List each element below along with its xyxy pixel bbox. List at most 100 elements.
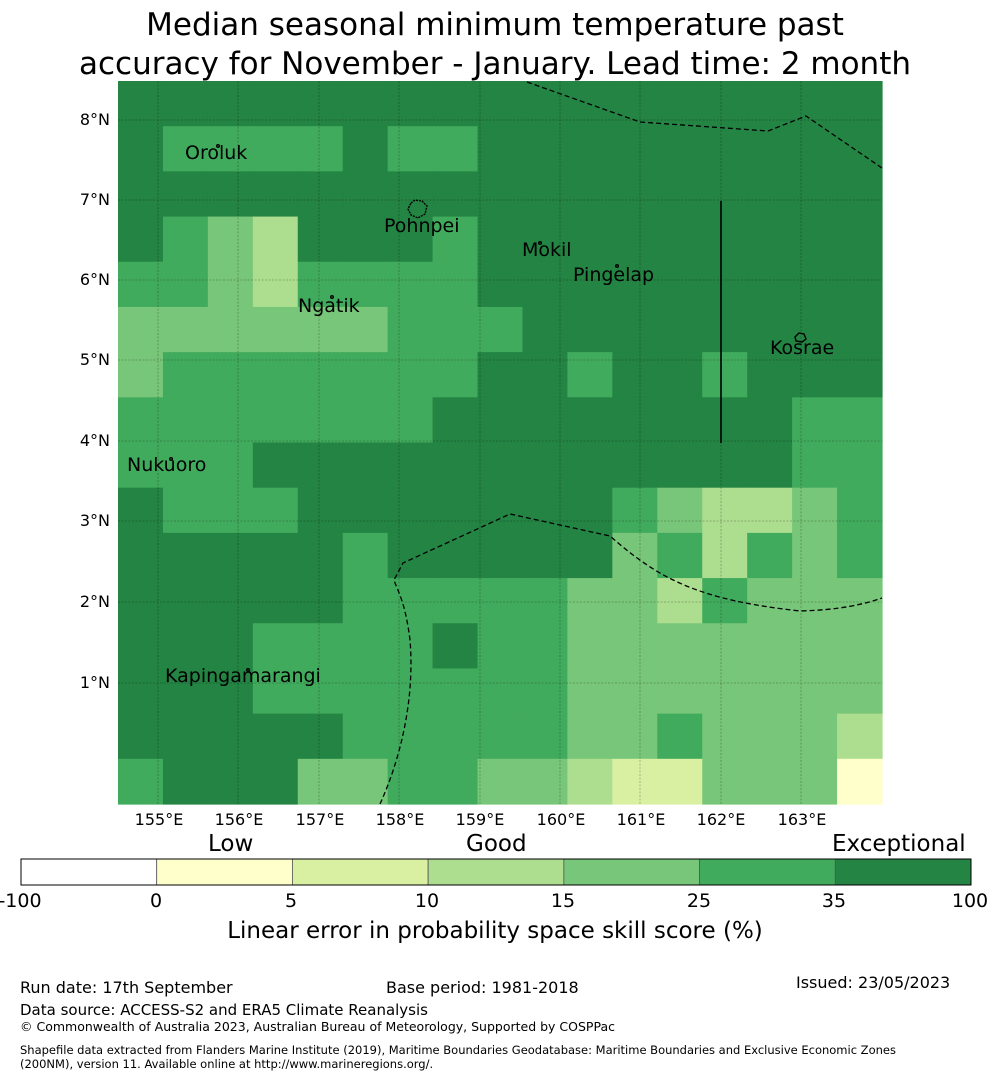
lat-label-7n: 7°N bbox=[79, 190, 110, 209]
grid-cell bbox=[432, 758, 479, 805]
grid-cell bbox=[297, 81, 344, 127]
grid-cell bbox=[837, 578, 883, 624]
grid-cell bbox=[252, 713, 299, 760]
grid-cell bbox=[792, 668, 838, 715]
place-label-ngatik: Ngatik bbox=[298, 295, 360, 317]
legend-category-good: Good bbox=[466, 831, 527, 857]
colorbar-segment bbox=[699, 858, 836, 886]
grid-cell bbox=[477, 623, 524, 670]
grid-cell bbox=[792, 532, 838, 579]
grid-cell bbox=[657, 126, 703, 172]
grid-cell bbox=[747, 397, 793, 444]
grid-cell bbox=[432, 532, 479, 579]
grid-cell bbox=[297, 487, 344, 534]
grid-cell bbox=[297, 578, 344, 624]
grid-cell bbox=[252, 442, 299, 489]
grid-cell bbox=[702, 81, 748, 127]
grid-cell bbox=[792, 758, 838, 805]
grid-cell bbox=[657, 306, 703, 353]
grid-cell bbox=[252, 261, 299, 308]
grid-cell bbox=[522, 352, 569, 398]
grid-cell bbox=[162, 126, 209, 172]
lon-label-158e: 158°E bbox=[375, 810, 425, 829]
grid-cell bbox=[207, 216, 254, 263]
grid-cell bbox=[792, 397, 838, 444]
grid-cell bbox=[387, 397, 434, 444]
grid-cell bbox=[837, 668, 883, 715]
base-period: Base period: 1981-2018 bbox=[386, 978, 579, 997]
grid-cell bbox=[207, 171, 254, 218]
grid-cell bbox=[162, 306, 209, 353]
grid-cell bbox=[612, 442, 658, 489]
colorbar-tick-label: -100 bbox=[0, 890, 42, 912]
grid-cell bbox=[657, 623, 703, 670]
grid-cell bbox=[252, 216, 299, 263]
grid-cell bbox=[612, 713, 658, 760]
legend-category-low: Low bbox=[208, 831, 254, 857]
grid-cell bbox=[747, 623, 793, 670]
grid-cell bbox=[207, 442, 254, 489]
grid-cell bbox=[702, 623, 748, 670]
grid-cell bbox=[342, 126, 389, 172]
grid-cell bbox=[297, 668, 344, 715]
grid-cell bbox=[118, 487, 164, 534]
kapingamarangi-island-icon bbox=[245, 668, 250, 673]
grid-cell bbox=[432, 442, 479, 489]
grid-cell bbox=[342, 216, 389, 263]
grid-cell bbox=[432, 81, 479, 127]
colorbar-tick-label: 5 bbox=[284, 890, 298, 912]
grid-cell bbox=[432, 578, 479, 624]
grid-cell bbox=[567, 126, 613, 172]
grid-cell bbox=[477, 397, 524, 444]
graticule bbox=[118, 81, 882, 804]
place-label-kapingamarangi: Kapingamarangi bbox=[165, 665, 321, 687]
grid-cell bbox=[837, 442, 883, 489]
grid-cell bbox=[792, 487, 838, 534]
grid-cell bbox=[522, 532, 569, 579]
grid-cell bbox=[162, 668, 209, 715]
grid-cell bbox=[432, 487, 479, 534]
grid-cell bbox=[657, 81, 703, 127]
grid-cell bbox=[342, 623, 389, 670]
grid-cell bbox=[207, 758, 254, 805]
grid-cell bbox=[612, 126, 658, 172]
grid-cell bbox=[477, 442, 524, 489]
grid-cell bbox=[252, 397, 299, 444]
grid-cell bbox=[522, 397, 569, 444]
issued-date: Issued: 23/05/2023 bbox=[796, 973, 951, 992]
grid-cell bbox=[342, 352, 389, 398]
grid-cell bbox=[567, 487, 613, 534]
grid-cell bbox=[702, 216, 748, 263]
grid-cell bbox=[837, 532, 883, 579]
grid-cell bbox=[207, 306, 254, 353]
grid-cell bbox=[477, 487, 524, 534]
grid-cell bbox=[252, 306, 299, 353]
grid-cell bbox=[387, 261, 434, 308]
grid-cell bbox=[702, 532, 748, 579]
grid-cell bbox=[522, 623, 569, 670]
grid-cell bbox=[522, 126, 569, 172]
grid-cell bbox=[792, 126, 838, 172]
grid-cell bbox=[477, 81, 524, 127]
lon-label-155e: 155°E bbox=[134, 810, 184, 829]
copyright-notice: © Commonwealth of Australia 2023, Austra… bbox=[20, 1019, 615, 1034]
grid-cell bbox=[837, 713, 883, 760]
grid-cell bbox=[567, 171, 613, 218]
grid-cell bbox=[207, 81, 254, 127]
grid-cell bbox=[747, 171, 793, 218]
grid-cell bbox=[792, 442, 838, 489]
colorbar-segment bbox=[292, 858, 429, 886]
grid-cell bbox=[522, 578, 569, 624]
grid-cell bbox=[657, 713, 703, 760]
place-label-oroluk: Oroluk bbox=[185, 142, 248, 164]
grid-cell bbox=[252, 126, 299, 172]
grid-cell bbox=[162, 487, 209, 534]
grid-cell bbox=[792, 352, 838, 398]
skill-grid bbox=[118, 81, 883, 805]
colorbar-segment bbox=[834, 858, 972, 886]
grid-cell bbox=[657, 397, 703, 444]
lat-label-4n: 4°N bbox=[79, 431, 110, 450]
grid-cell bbox=[702, 758, 748, 805]
skill-map bbox=[118, 81, 883, 805]
grid-cell bbox=[432, 668, 479, 715]
